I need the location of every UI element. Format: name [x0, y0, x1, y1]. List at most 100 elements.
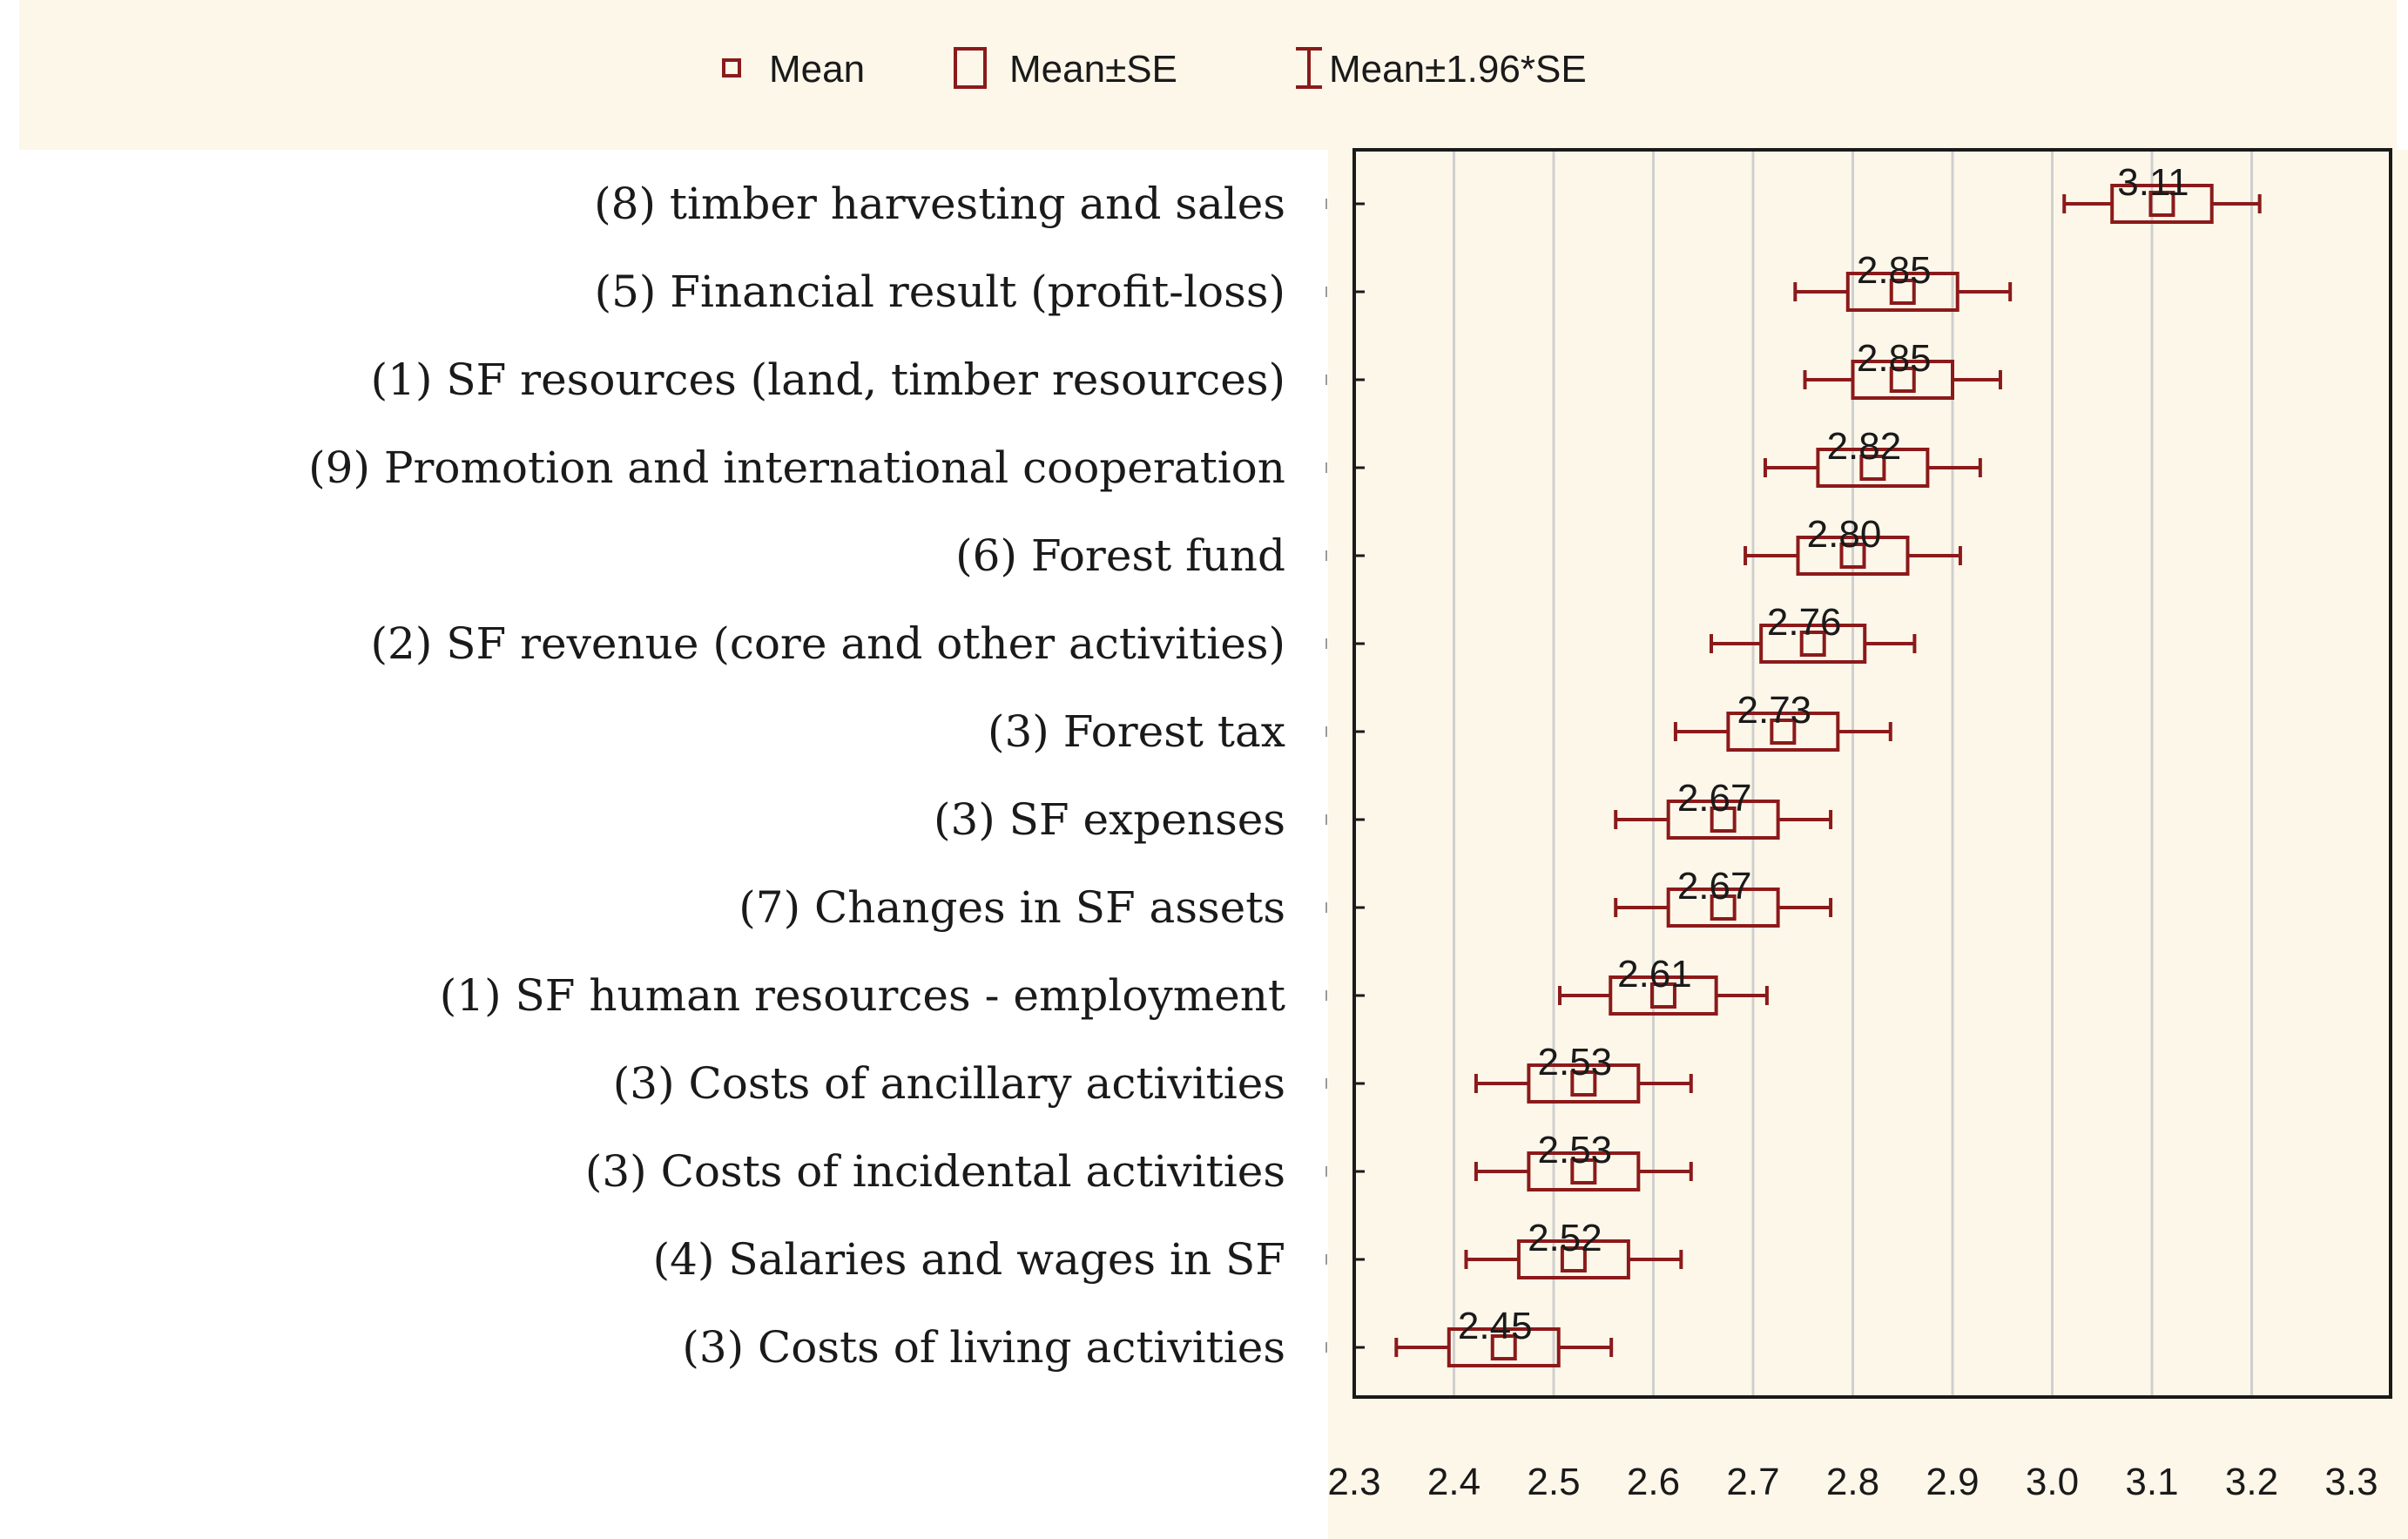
mean-marker — [1649, 982, 1676, 1009]
data-row: 2.76 — [1710, 601, 1917, 664]
data-label: 2.80 — [1807, 513, 1882, 556]
category-label: (3) Costs of ancillary activities — [613, 1058, 1285, 1109]
plot-frame — [1352, 148, 2392, 1399]
category-label: (2) SF revenue (core and other activitie… — [371, 618, 1285, 669]
x-axis-ticks: 2.3 2.4 2.5 2.6 2.7 2.8 2.9 3.0 3.1 3.2 3.3 — [1327, 1461, 2378, 1503]
se-box — [1609, 975, 1718, 1016]
mean-marker — [1710, 894, 1737, 921]
plot-panel-background — [1328, 150, 2408, 1539]
legend-mean-marker — [722, 58, 741, 78]
data-label: 2.82 — [1827, 425, 1902, 468]
category-label: (8) timber harvesting and sales — [594, 179, 1285, 229]
x-tick-label: 3.1 — [2125, 1461, 2178, 1503]
se-box — [1845, 272, 1959, 312]
se-box — [1666, 888, 1780, 928]
category-label: (3) Forest tax — [988, 706, 1285, 757]
se-box — [1726, 712, 1840, 752]
x-tick-label: 2.4 — [1427, 1461, 1481, 1503]
data-label: 2.67 — [1677, 865, 1752, 908]
data-label: 2.85 — [1857, 249, 1932, 292]
data-label: 2.53 — [1538, 1041, 1613, 1083]
category-label: (3) SF expenses — [934, 794, 1285, 845]
x-tick-label: 2.9 — [1926, 1461, 1979, 1503]
gridlines — [1453, 150, 2253, 1397]
data-row: 2.61 — [1558, 953, 1769, 1016]
mean-marker — [1570, 1158, 1597, 1185]
se-box — [1447, 1327, 1561, 1367]
data-row: 2.85 — [1793, 249, 2013, 312]
category-label: (1) SF human resources - employment — [440, 970, 1285, 1021]
legend-label: Mean±1.96*SE — [1329, 48, 1587, 91]
x-tick-label: 3.2 — [2225, 1461, 2278, 1503]
se-box — [1759, 624, 1867, 664]
se-box — [1666, 800, 1780, 840]
data-row: 2.67 — [1614, 777, 1833, 840]
data-label: 2.53 — [1538, 1129, 1613, 1171]
legend-item-mean-se: Mean±SE — [954, 47, 1177, 91]
data-row: 2.53 — [1474, 1129, 1693, 1191]
mean-marker — [1799, 631, 1826, 657]
category-label: (1) SF resources (land, timber resources… — [371, 354, 1285, 405]
data-label: 2.52 — [1528, 1217, 1602, 1259]
x-tick-label: 2.6 — [1627, 1461, 1680, 1503]
category-label: (4) Salaries and wages in SF — [653, 1234, 1285, 1285]
legend-item-mean: Mean — [722, 48, 865, 91]
mean-marker — [1560, 1246, 1587, 1272]
data-row: 2.45 — [1394, 1305, 1614, 1367]
legend-box-marker — [954, 47, 987, 89]
se-box — [1796, 536, 1910, 576]
data-row: 2.53 — [1474, 1041, 1693, 1104]
data-row: 3.11 — [2062, 161, 2262, 224]
se-box — [1516, 1239, 1630, 1279]
category-label: (5) Financial result (profit-loss) — [595, 267, 1285, 317]
data-marks: 3.11 2.85 2.85 2.82 2.80 2.76 2.73 2.67 2.67 2.61… — [1394, 161, 2262, 1367]
x-tick-label: 2.3 — [1327, 1461, 1380, 1503]
x-tick-label: 2.8 — [1826, 1461, 1879, 1503]
data-label: 2.45 — [1458, 1305, 1533, 1347]
legend-label: Mean±SE — [1009, 48, 1177, 91]
category-label: (3) Costs of incidental activities — [585, 1146, 1285, 1197]
data-row: 2.80 — [1744, 513, 1962, 576]
mean-marker — [1859, 455, 1886, 481]
x-tick-label: 3.0 — [2026, 1461, 2079, 1503]
se-box — [1851, 360, 1954, 400]
data-row: 2.85 — [1803, 337, 2002, 400]
category-label: (3) Costs of living activities — [682, 1322, 1285, 1373]
legend-background — [19, 0, 2397, 150]
legend-item-mean-196se: Mean±1.96*SE — [1296, 47, 1587, 91]
mean-marker — [1889, 279, 1916, 305]
data-row: 2.52 — [1464, 1217, 1683, 1279]
x-tick-label: 2.7 — [1726, 1461, 1779, 1503]
legend-whisker-marker — [1296, 47, 1322, 89]
data-row: 2.67 — [1614, 865, 1833, 928]
data-row: 2.82 — [1763, 425, 1982, 488]
data-row: 2.73 — [1673, 689, 1892, 752]
mean-marker — [1839, 543, 1866, 569]
category-label: (9) Promotion and international cooperat… — [308, 442, 1285, 493]
se-box — [1527, 1063, 1641, 1104]
mean-marker — [1490, 1334, 1517, 1360]
data-label: 2.85 — [1857, 337, 1932, 380]
data-label: 2.61 — [1617, 953, 1692, 996]
category-label: (7) Changes in SF assets — [739, 882, 1285, 933]
data-label: 3.11 — [2117, 161, 2189, 204]
mean-marker — [1710, 807, 1737, 833]
se-box — [1816, 448, 1930, 488]
data-label: 2.67 — [1677, 777, 1752, 820]
legend: Mean Mean±SE Mean±1.96*SE — [722, 47, 1587, 91]
data-label: 2.73 — [1737, 689, 1812, 732]
label-panel-background — [0, 150, 1328, 1539]
x-tick-label: 3.3 — [2324, 1461, 2378, 1503]
legend-label: Mean — [769, 48, 865, 91]
mean-marker — [1889, 367, 1916, 393]
mean-marker — [1570, 1070, 1597, 1097]
category-label: (6) Forest fund — [955, 530, 1285, 581]
data-label: 2.76 — [1767, 601, 1842, 644]
se-box — [1527, 1151, 1641, 1191]
mean-marker — [2148, 191, 2175, 217]
x-tick-label: 2.5 — [1527, 1461, 1580, 1503]
mean-marker — [1770, 719, 1797, 745]
se-box — [2110, 184, 2214, 224]
category-labels: (8) timber harvesting and sales (5) Finan… — [308, 179, 1285, 1373]
